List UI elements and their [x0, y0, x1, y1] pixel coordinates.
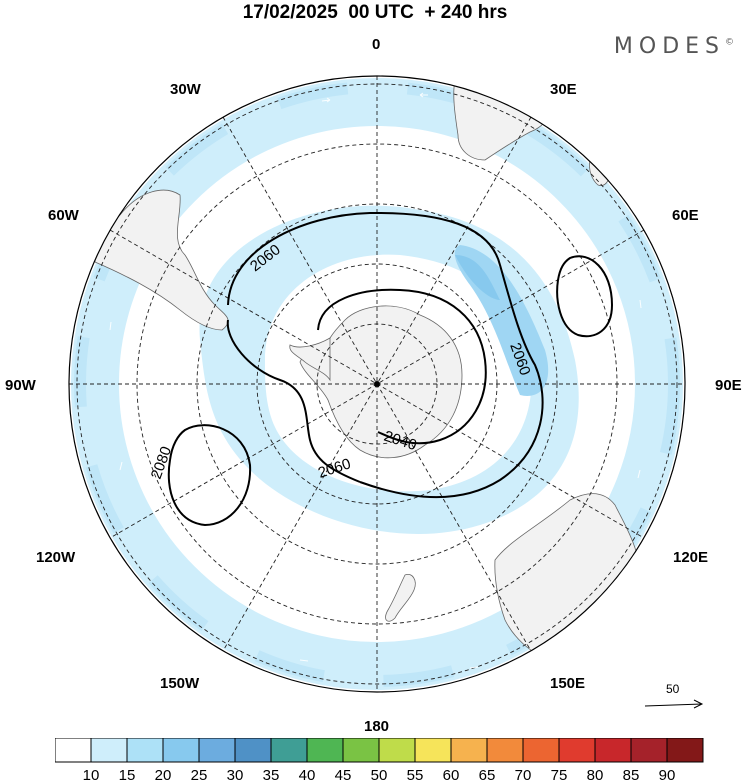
colorbar-tick-label: 30 [227, 767, 244, 782]
contour-2060-outer [227, 211, 544, 499]
colorbar-tick-label: 40 [299, 767, 316, 782]
colorbar-tick-label: 50 [371, 767, 388, 782]
lon-label-30w: 30W [170, 81, 202, 98]
colorbar-cell [450, 738, 488, 763]
lon-label-150w: 150W [160, 675, 200, 692]
lon-label-120w: 120W [36, 549, 76, 566]
vector-scale-arrow [644, 699, 704, 709]
south-pole-marker [374, 381, 380, 387]
colorbar-cell [414, 738, 452, 763]
map-border [68, 75, 686, 693]
brand-mark: © [725, 37, 734, 48]
colorbar-tick-label: 45 [335, 767, 352, 782]
lon-label-60e: 60E [672, 207, 699, 224]
colorbar-tick-label: 25 [191, 767, 208, 782]
colorbar-cell [522, 738, 560, 763]
polar-map: 2060 2060 2040 2060 2080 0 30W 30E 60W 6… [5, 36, 742, 735]
contour-2060-lower [226, 319, 361, 483]
colorbar-tick-label: 75 [551, 767, 568, 782]
colorbar-tick-label: 80 [587, 767, 604, 782]
wind-vectors [109, 92, 642, 669]
lon-label-60w: 60W [48, 207, 80, 224]
lon-label-90e: 90E [715, 377, 742, 394]
colorbar-cell [270, 738, 308, 763]
colorbar-cell [630, 738, 668, 763]
contour-2080-left [167, 424, 252, 527]
colorbar-cell [55, 738, 92, 763]
colorbar-cell [90, 738, 128, 763]
colorbar-cell [234, 738, 272, 763]
lon-label-90w: 90W [5, 377, 37, 394]
lon-label-180: 180 [364, 718, 389, 735]
colorbar-tick-label: 60 [443, 767, 460, 782]
colorbar-cell [378, 738, 416, 763]
brand-text: MODES [613, 34, 725, 59]
height-contours [167, 211, 614, 527]
colorbar-cell [306, 738, 344, 763]
colorbar-tick-label: 15 [119, 767, 136, 782]
map-title: 17/02/2025 00 UTC + 240 hrs [242, 2, 508, 23]
colorbar-tick-label: 10 [83, 767, 100, 782]
contour-2080-right [556, 255, 614, 338]
inner-jet-band [199, 205, 579, 534]
brand-logo: MODES© [614, 34, 734, 59]
lon-label-0: 0 [372, 36, 380, 53]
lon-label-150e: 150E [550, 675, 585, 692]
lon-label-30e: 30E [550, 81, 577, 98]
colorbar-tick-label: 20 [155, 767, 172, 782]
colorbar-cell [558, 738, 596, 763]
colorbar-cell [666, 738, 704, 763]
vector-scale-label: 50 [666, 682, 680, 696]
lon-label-120e: 120E [673, 549, 708, 566]
colorbar-cell [162, 738, 200, 763]
colorbar-cell [198, 738, 236, 763]
colorbar-tick-label: 55 [407, 767, 424, 782]
colorbar-cell [126, 738, 164, 763]
colorbar: 10 15 20 25 30 35 40 45 50 55 60 65 70 75 80 85 90 [55, 738, 704, 782]
colorbar-tick-label: 85 [623, 767, 640, 782]
colorbar-cell [486, 738, 524, 763]
contour-2040 [317, 288, 487, 445]
colorbar-tick-label: 70 [515, 767, 532, 782]
new-zealand [385, 573, 416, 622]
colorbar-tick-label: 35 [263, 767, 280, 782]
colorbar-tick-label: 90 [659, 767, 676, 782]
colorbar-cell [594, 738, 632, 763]
colorbar-tick-label: 65 [479, 767, 496, 782]
colorbar-cell [342, 738, 380, 763]
